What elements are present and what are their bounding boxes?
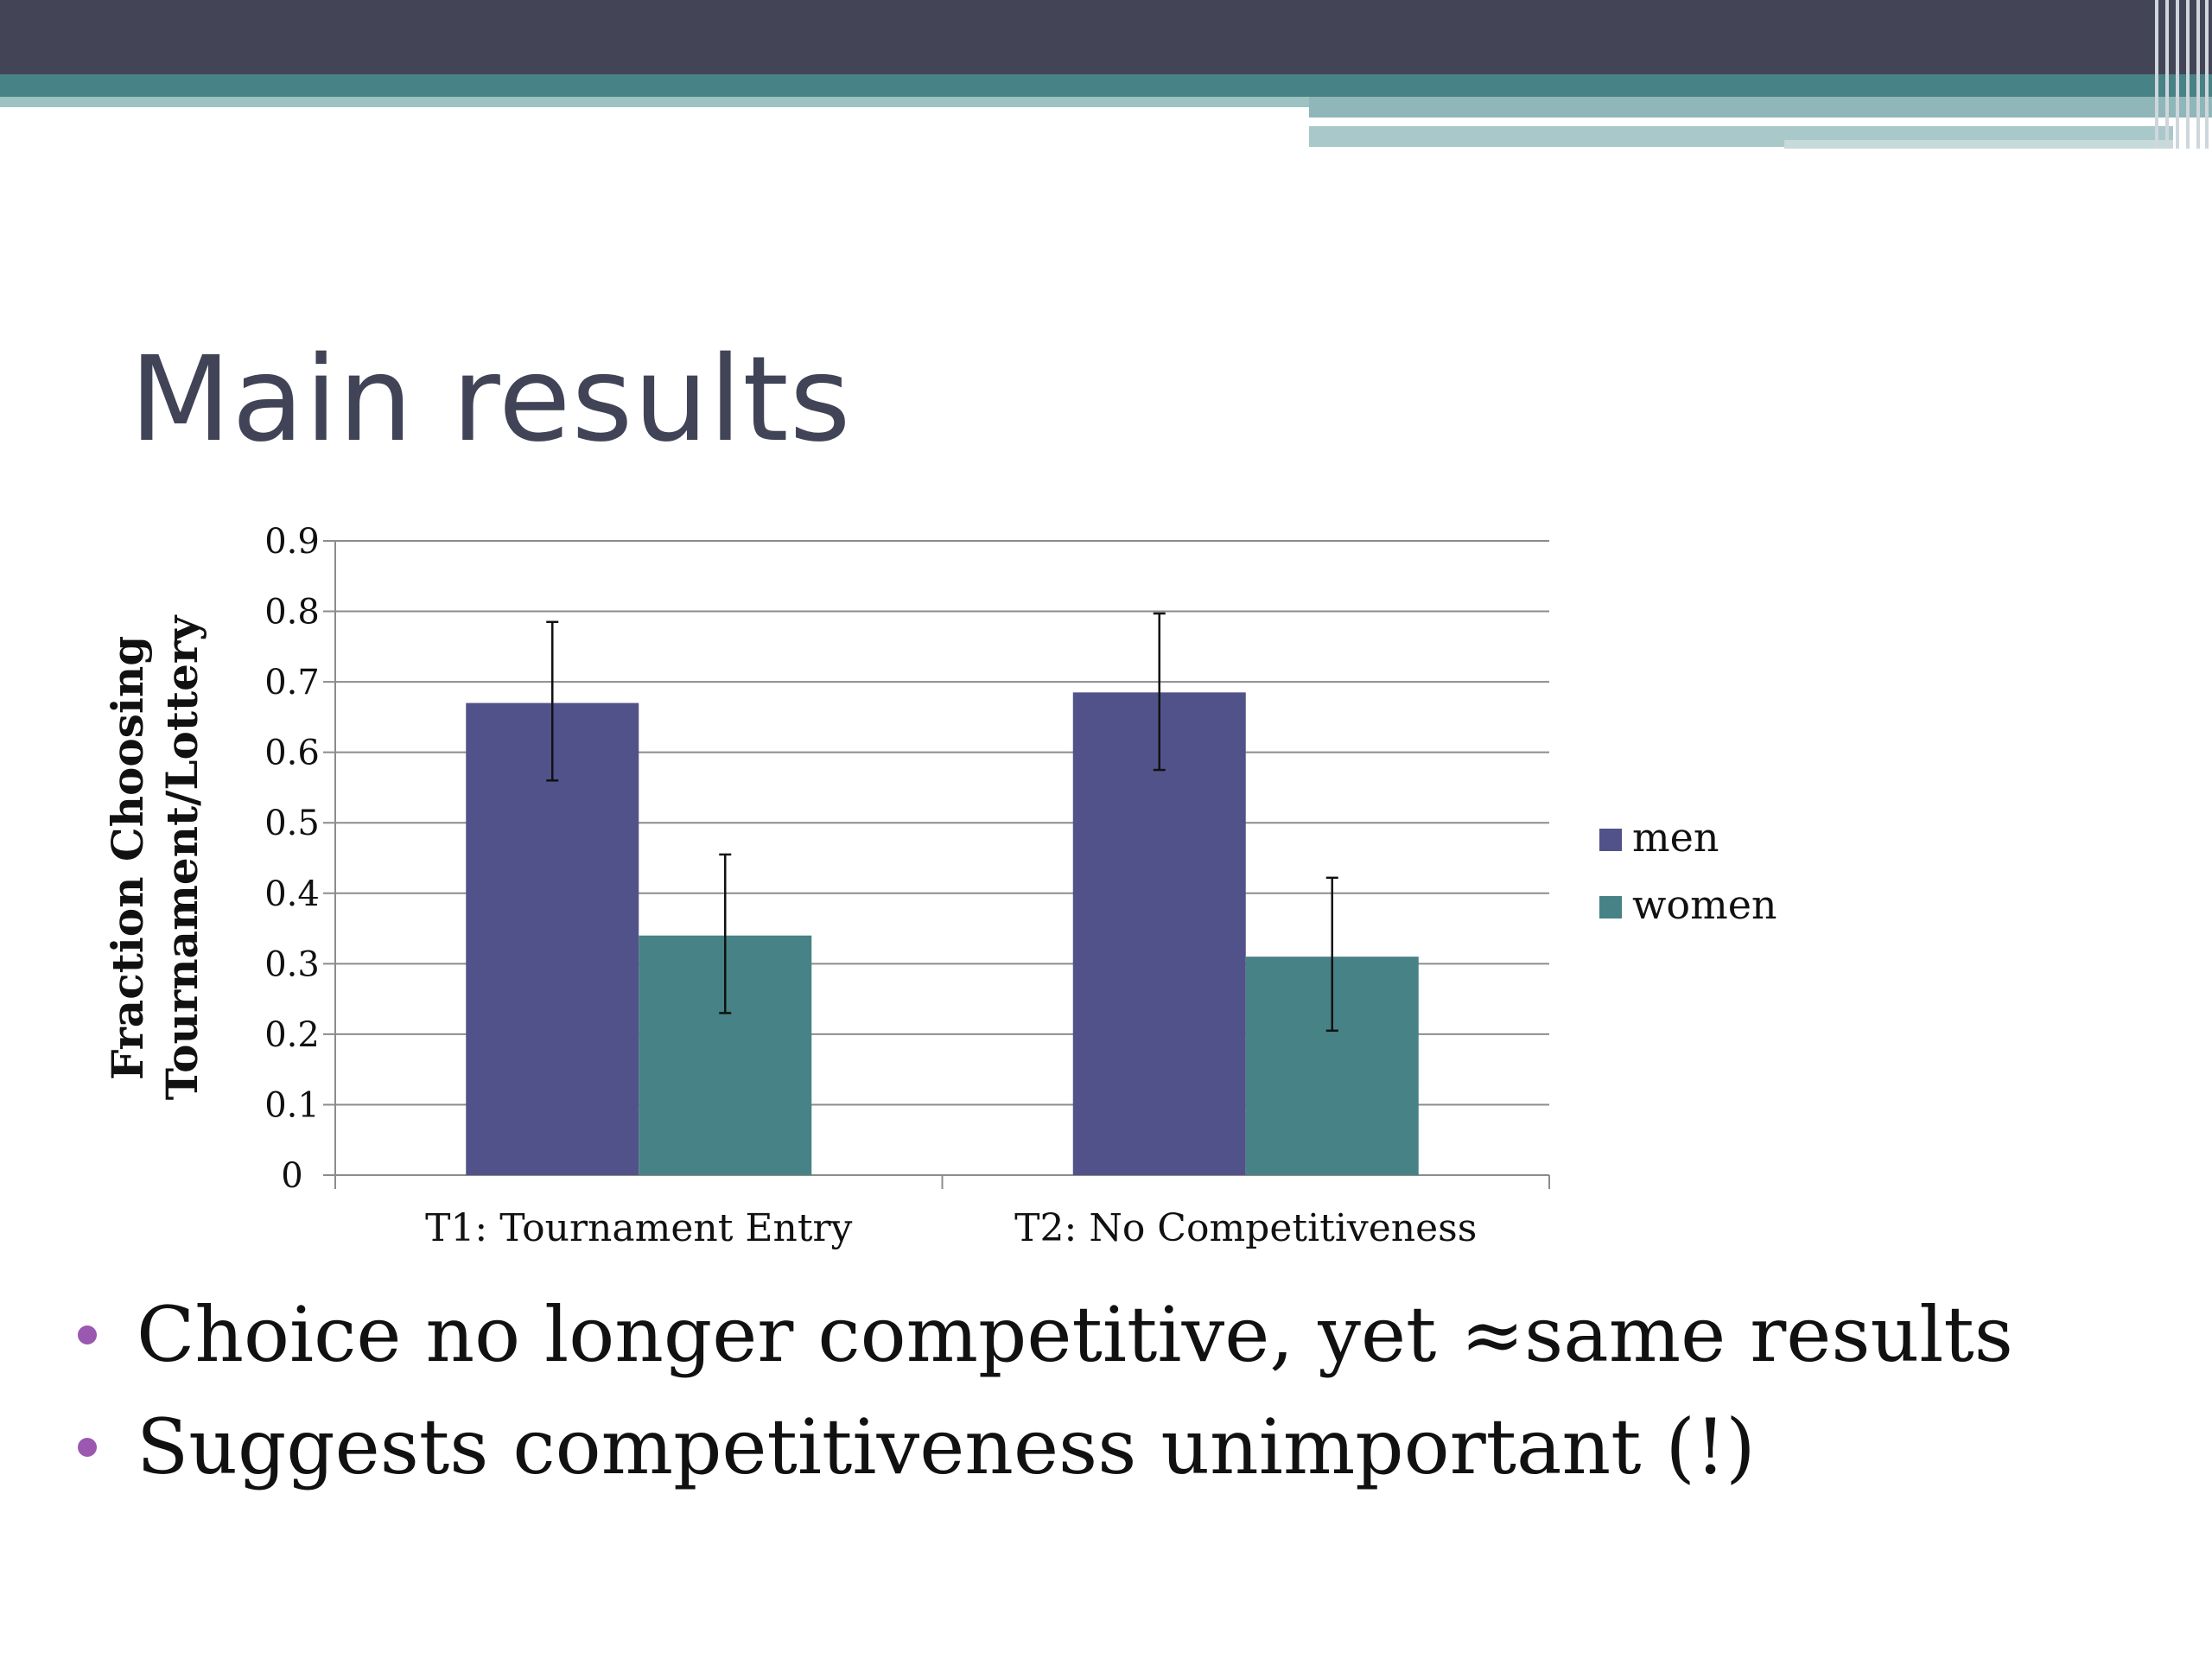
- bullet-text: Choice no longer competitive, yet ≈same …: [137, 1290, 2013, 1379]
- header-stripe-white: [1309, 119, 2048, 126]
- y-tick-label: 0.3: [264, 944, 320, 984]
- y-axis-label: Tournament/Lottery: [156, 614, 207, 1101]
- legend-swatch-women: [1599, 896, 1622, 918]
- bullet-list: Choice no longer competitive, yet ≈same …: [78, 1279, 2013, 1503]
- legend-label: men: [1632, 814, 1719, 861]
- bar-men: [1072, 692, 1246, 1175]
- bullet-text: Suggests competitiveness unimportant (!): [137, 1402, 1756, 1491]
- legend-swatch-men: [1599, 829, 1622, 851]
- y-tick-label: 0.7: [264, 663, 320, 702]
- y-tick-label: 0.6: [264, 734, 320, 773]
- y-tick-label: 0.4: [264, 874, 320, 914]
- bar-chart: 0 0.1 0.2 0.3 0.4 0.5 0.6 0.7 0.8 0.9 T1: Tourname…: [102, 522, 1777, 1250]
- y-tick-label: 0.5: [264, 804, 320, 843]
- bullet-dot-icon: [78, 1438, 97, 1457]
- header-vertical-lines: [2152, 0, 2212, 149]
- bullet-dot-icon: [78, 1325, 97, 1344]
- bar-men: [466, 702, 639, 1175]
- header-band-teal: [0, 74, 2212, 97]
- header-band-right: [1309, 97, 2212, 118]
- legend-label: women: [1632, 881, 1777, 928]
- slide-title: Main results: [130, 332, 852, 468]
- header-stripe-light-secondary: [1784, 140, 2173, 149]
- y-tick-label: 0: [281, 1156, 302, 1196]
- y-tick-label: 0.9: [264, 522, 320, 562]
- y-tick-label: 0.1: [264, 1085, 320, 1125]
- y-tick-label: 0.2: [264, 1015, 320, 1055]
- header-band-light: [0, 97, 1309, 107]
- x-tick-label: T2: No Competitiveness: [1014, 1206, 1477, 1250]
- x-tick-label: T1: Tournament Entry: [425, 1206, 852, 1250]
- y-axis-label: Fraction Choosing: [102, 636, 153, 1080]
- bullet-item: Choice no longer competitive, yet ≈same …: [78, 1279, 2013, 1391]
- header-bar: [0, 0, 2212, 74]
- y-tick-label: 0.8: [264, 593, 320, 632]
- bullet-item: Suggests competitiveness unimportant (!): [78, 1391, 2013, 1503]
